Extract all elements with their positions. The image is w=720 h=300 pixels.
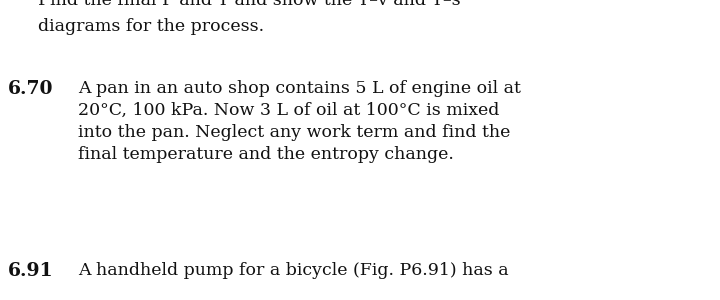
Text: final temperature and the entropy change.: final temperature and the entropy change…	[78, 146, 454, 163]
Text: A pan in an auto shop contains 5 L of engine oil at: A pan in an auto shop contains 5 L of en…	[78, 80, 521, 97]
Text: diagrams for the process.: diagrams for the process.	[38, 18, 264, 35]
Text: Find the final P and T and show the T–v and T–s: Find the final P and T and show the T–v …	[38, 0, 461, 9]
Text: 6.70: 6.70	[8, 80, 53, 98]
Text: 20°C, 100 kPa. Now 3 L of oil at 100°C is mixed: 20°C, 100 kPa. Now 3 L of oil at 100°C i…	[78, 102, 500, 119]
Text: A handheld pump for a bicycle (Fig. P6.91) has a: A handheld pump for a bicycle (Fig. P6.9…	[78, 262, 508, 279]
Text: into the pan. Neglect any work term and find the: into the pan. Neglect any work term and …	[78, 124, 510, 141]
Text: 6.91: 6.91	[8, 262, 53, 280]
